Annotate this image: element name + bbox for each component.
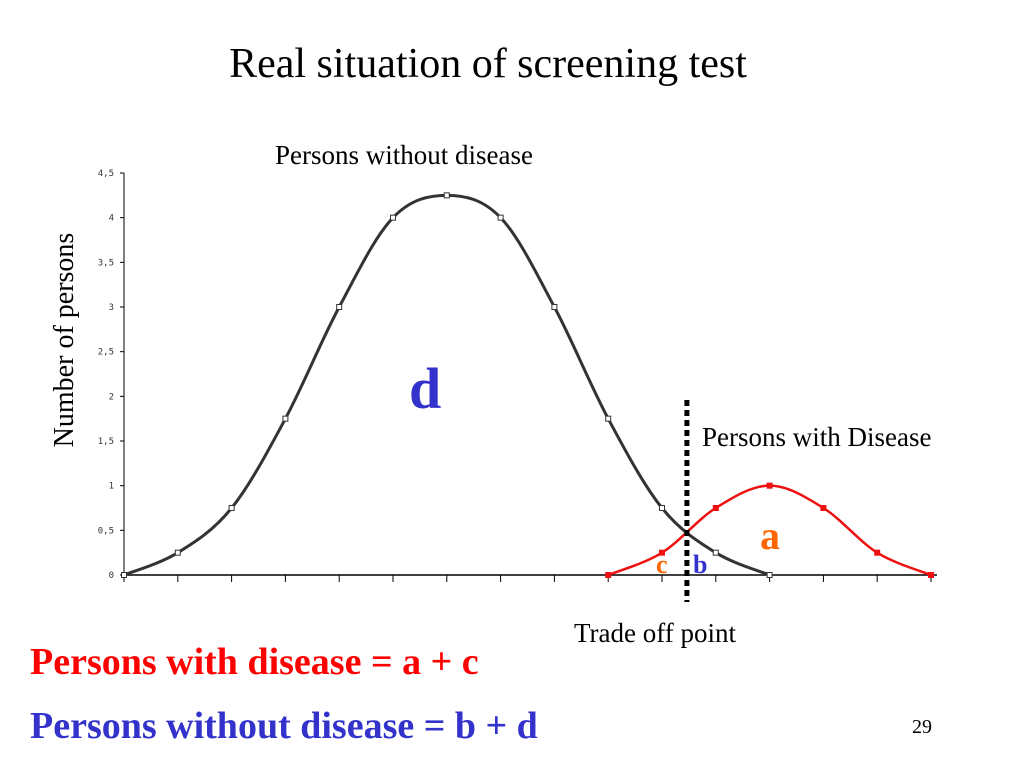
data-point bbox=[336, 304, 343, 310]
y-tick-label: 0,5 bbox=[98, 526, 114, 536]
y-axis: 0 0,5 1 1,5 2 2,5 3 3,5 4 4,5 bbox=[98, 169, 125, 581]
data-point bbox=[282, 415, 289, 422]
data-point bbox=[443, 192, 450, 199]
trade-off-label: Trade off point bbox=[574, 618, 736, 648]
equation-with-disease: Persons with disease = a + c bbox=[30, 641, 479, 683]
region-c-label: c bbox=[656, 550, 668, 579]
label-with-disease: Persons with Disease bbox=[702, 422, 932, 452]
data-point bbox=[605, 572, 612, 578]
slide-title: Real situation of screening test bbox=[229, 41, 747, 87]
y-tick-label: 3,5 bbox=[98, 258, 114, 268]
data-point bbox=[766, 482, 773, 489]
y-tick-label: 4,5 bbox=[98, 169, 114, 179]
data-point bbox=[390, 214, 396, 221]
data-point bbox=[228, 505, 235, 511]
equation-without-disease: Persons without disease = b + d bbox=[30, 705, 538, 747]
y-tick-label: 2 bbox=[109, 392, 114, 402]
y-tick-label: 1,5 bbox=[98, 437, 114, 447]
data-point bbox=[874, 549, 881, 556]
page-number: 29 bbox=[912, 716, 932, 738]
y-tick-label: 0 bbox=[109, 571, 114, 581]
data-point bbox=[659, 505, 665, 511]
data-point bbox=[551, 304, 558, 310]
y-tick-label: 3 bbox=[109, 303, 114, 313]
x-axis bbox=[123, 574, 937, 582]
y-tick-label: 2,5 bbox=[98, 348, 114, 358]
region-a-label: a bbox=[760, 513, 780, 558]
data-point bbox=[712, 505, 719, 511]
data-point bbox=[605, 415, 612, 422]
data-point bbox=[820, 505, 827, 511]
data-point bbox=[928, 572, 934, 578]
series-without-disease bbox=[121, 192, 773, 578]
data-point bbox=[174, 549, 181, 556]
series-with-disease bbox=[605, 482, 934, 578]
label-without-disease: Persons without disease bbox=[275, 140, 533, 170]
data-point bbox=[121, 572, 127, 578]
series-line-without-disease bbox=[123, 193, 771, 577]
y-axis-label: Number of persons bbox=[49, 232, 80, 448]
y-tick-label: 4 bbox=[109, 214, 114, 224]
data-point bbox=[712, 549, 719, 556]
y-tick-label: 1 bbox=[109, 482, 114, 492]
data-point bbox=[497, 214, 504, 221]
data-point bbox=[659, 549, 665, 556]
region-d-label: d bbox=[409, 356, 442, 421]
region-b-label: b bbox=[693, 550, 708, 579]
data-point bbox=[766, 572, 773, 578]
